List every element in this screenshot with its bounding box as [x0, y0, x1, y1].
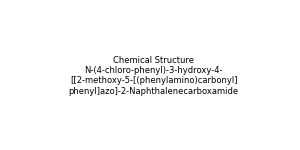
Text: Chemical Structure
N-(4-chloro-phenyl)-3-hydroxy-4-
[[2-methoxy-5-[(phenylamino): Chemical Structure N-(4-chloro-phenyl)-3… [69, 56, 239, 96]
